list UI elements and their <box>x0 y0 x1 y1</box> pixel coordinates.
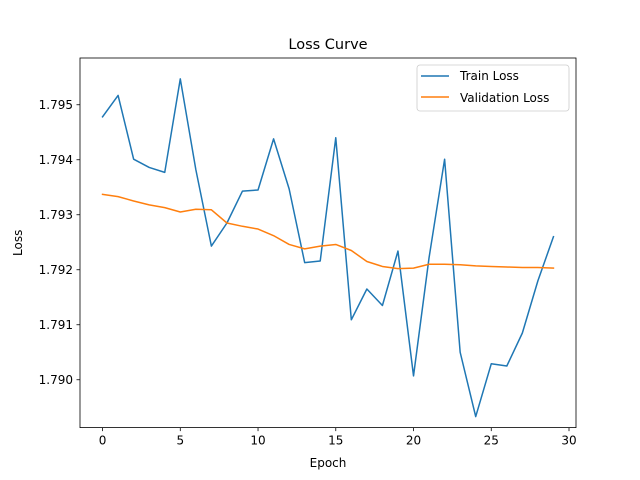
y-tick-label: 1.793 <box>39 208 73 222</box>
axes-frame <box>79 57 577 429</box>
legend: Train Loss Validation Loss <box>416 64 570 112</box>
chart-title: Loss Curve <box>288 37 367 53</box>
plot-lines <box>101 78 555 418</box>
y-tick-label: 1.791 <box>39 318 73 332</box>
y-tick-label: 1.794 <box>39 153 73 167</box>
y-axis-ticks: 1.790 1.791 1.792 1.793 1.794 1.795 <box>39 98 80 387</box>
x-tick-label: 30 <box>561 434 576 448</box>
x-tick-label: 20 <box>406 434 421 448</box>
x-tick-label: 10 <box>250 434 265 448</box>
x-tick-label: 25 <box>484 434 499 448</box>
x-axis-ticks: 0 5 10 15 20 25 30 <box>99 427 577 448</box>
x-tick-label: 0 <box>99 434 107 448</box>
y-tick-label: 1.795 <box>39 98 73 112</box>
series-line-train-loss <box>101 78 555 418</box>
x-tick-label: 15 <box>328 434 343 448</box>
y-axis-label: Loss <box>11 230 25 256</box>
legend-label-train-loss: Train Loss <box>459 69 519 83</box>
series-line-validation-loss <box>101 193 555 270</box>
x-tick-label: 5 <box>176 434 184 448</box>
y-tick-label: 1.792 <box>39 263 73 277</box>
legend-box <box>416 64 570 112</box>
y-tick-label: 1.790 <box>39 373 73 387</box>
legend-label-validation-loss: Validation Loss <box>460 91 549 105</box>
x-axis-label: Epoch <box>310 456 347 470</box>
